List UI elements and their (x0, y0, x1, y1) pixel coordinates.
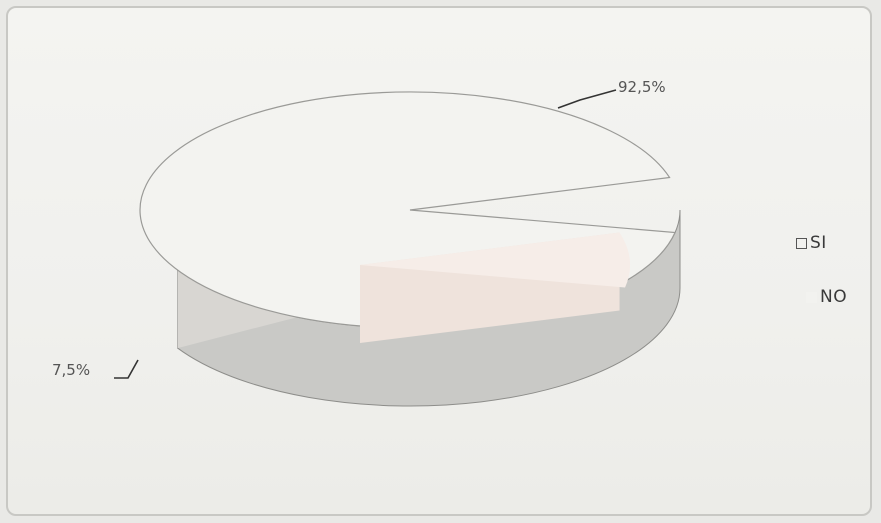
legend-label-no: NO (820, 287, 848, 307)
data-label-no: 7,5% (52, 361, 90, 379)
data-label-si: 92,5% (618, 78, 666, 96)
legend-swatch-si (796, 237, 807, 249)
labels-layer: 92,5% 7,5% (52, 78, 666, 379)
legend-swatch-no (806, 291, 817, 303)
legend-item-si: SI (796, 230, 866, 256)
leader-line-no (114, 359, 139, 379)
legend: SI NO (796, 230, 866, 338)
legend-item-no: NO (796, 284, 866, 310)
slices-layer (139, 91, 681, 407)
leader-line-si (557, 89, 617, 109)
slice-no (360, 232, 630, 288)
legend-label-si: SI (810, 233, 827, 253)
